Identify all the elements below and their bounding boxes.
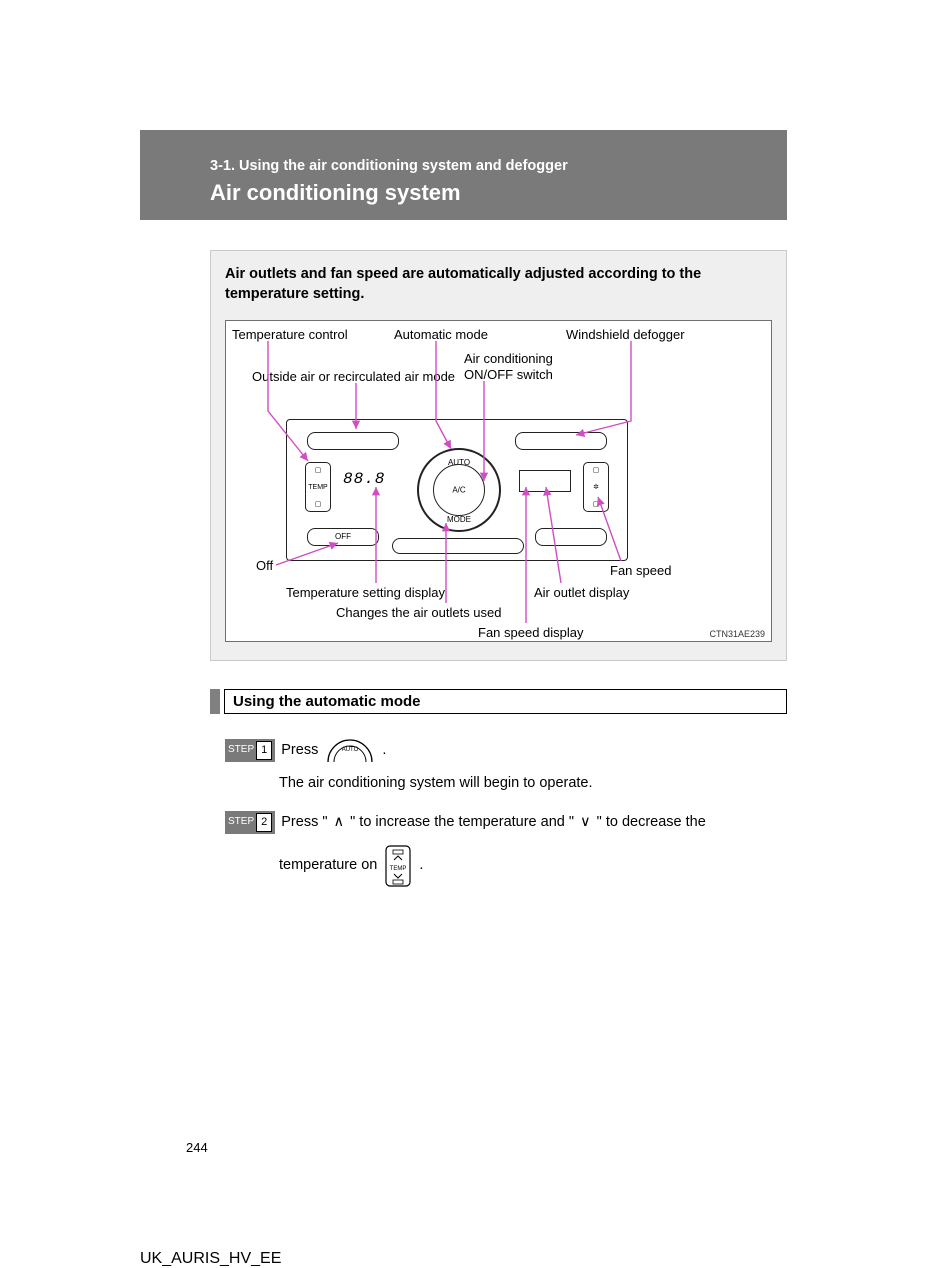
caret-up-icon: ∧ bbox=[334, 811, 345, 833]
hvac-panel-illustration: AUTO A/C MODE ▢ TEMP ▢ ▢ ✲ ▢ 88.8 bbox=[286, 419, 628, 561]
step-1-row: STEP 1 Press AUTO . bbox=[225, 736, 787, 764]
callout-temperature-control: Temperature control bbox=[232, 327, 348, 342]
temp-rocker-inline-icon: TEMP bbox=[383, 844, 413, 888]
subheading-bar bbox=[210, 689, 220, 714]
step1-text-a: Press bbox=[281, 739, 318, 761]
dial-mode-label: MODE bbox=[447, 515, 471, 524]
step1-text-b: . bbox=[382, 739, 386, 761]
callout-windshield-defogger: Windshield defogger bbox=[566, 327, 685, 342]
temp-label: TEMP bbox=[308, 484, 327, 491]
dial-auto-label: AUTO bbox=[448, 458, 470, 467]
step2-text-b: " to increase the temperature and " bbox=[350, 811, 574, 833]
temp-rocker-icon: ▢ TEMP ▢ bbox=[305, 462, 331, 512]
step-badge: STEP 2 bbox=[225, 811, 275, 834]
rear-defog-button-icon bbox=[535, 528, 607, 546]
step2-text-c: " to decrease the bbox=[597, 811, 706, 833]
body-content: STEP 1 Press AUTO . The air conditioning… bbox=[225, 736, 787, 888]
dial-ac-label: A/C bbox=[452, 486, 465, 495]
bottom-slot-icon bbox=[392, 538, 524, 554]
caret-down-icon: ∨ bbox=[580, 811, 591, 833]
callout-changes-outlets: Changes the air outlets used bbox=[336, 605, 502, 620]
off-button-label: OFF bbox=[335, 532, 351, 541]
off-button-icon: OFF bbox=[307, 528, 379, 546]
step2-line2-b: . bbox=[419, 854, 423, 876]
step2-line2-a: temperature on bbox=[279, 854, 377, 876]
callout-ac-onoff-l1: Air conditioning bbox=[464, 351, 553, 366]
info-panel: Air outlets and fan speed are automatica… bbox=[210, 250, 787, 661]
step-2-num: 2 bbox=[256, 813, 272, 832]
subheading-row: Using the automatic mode bbox=[210, 689, 787, 714]
temp-icon-label: TEMP bbox=[390, 866, 407, 872]
page-number: 244 bbox=[186, 1140, 208, 1155]
step2-text-a: Press " bbox=[281, 811, 327, 833]
section-header: 3-1. Using the air conditioning system a… bbox=[140, 130, 787, 220]
footer-code: UK_AURIS_HV_EE bbox=[140, 1250, 281, 1268]
panel-intro-text: Air outlets and fan speed are automatica… bbox=[225, 265, 772, 304]
callout-automatic-mode: Automatic mode bbox=[394, 327, 488, 342]
step1-result: The air conditioning system will begin t… bbox=[279, 772, 787, 794]
subheading-text: Using the automatic mode bbox=[224, 689, 787, 714]
callout-ac-onoff-l2: ON/OFF switch bbox=[464, 367, 553, 382]
hvac-diagram: Temperature control Automatic mode Winds… bbox=[225, 320, 772, 642]
step-word: STEP bbox=[228, 814, 254, 830]
defogger-button-icon bbox=[515, 432, 607, 450]
step-badge: STEP 1 bbox=[225, 739, 275, 762]
step-1-num: 1 bbox=[256, 741, 272, 760]
section-title: Air conditioning system bbox=[210, 180, 787, 206]
dial-icon: AUTO A/C MODE bbox=[417, 448, 501, 532]
diagram-code: CTN31AE239 bbox=[709, 629, 765, 639]
section-number: 3-1. Using the air conditioning system a… bbox=[210, 158, 787, 174]
step-2-line2: temperature on TEMP . bbox=[279, 844, 787, 888]
fan-rocker-icon: ▢ ✲ ▢ bbox=[583, 462, 609, 512]
callout-off: Off bbox=[256, 558, 273, 573]
callout-air-outlet-display: Air outlet display bbox=[534, 585, 629, 600]
auto-icon-label: AUTO bbox=[342, 747, 359, 753]
callout-temp-setting-display: Temperature setting display bbox=[286, 585, 445, 600]
step-word: STEP bbox=[228, 742, 254, 758]
fan-icon: ✲ bbox=[593, 483, 599, 491]
auto-button-icon: AUTO bbox=[324, 736, 376, 764]
temp-seg-display: 88.8 bbox=[343, 470, 385, 488]
airflow-display-icon bbox=[519, 470, 571, 492]
recirc-button-icon bbox=[307, 432, 399, 450]
callout-fan-speed: Fan speed bbox=[610, 563, 671, 578]
step-2-row: STEP 2 Press " ∧" to increase the tempera… bbox=[225, 811, 787, 834]
callout-outside-recirc: Outside air or recirculated air mode bbox=[252, 369, 455, 384]
callout-fan-speed-display: Fan speed display bbox=[478, 625, 584, 640]
